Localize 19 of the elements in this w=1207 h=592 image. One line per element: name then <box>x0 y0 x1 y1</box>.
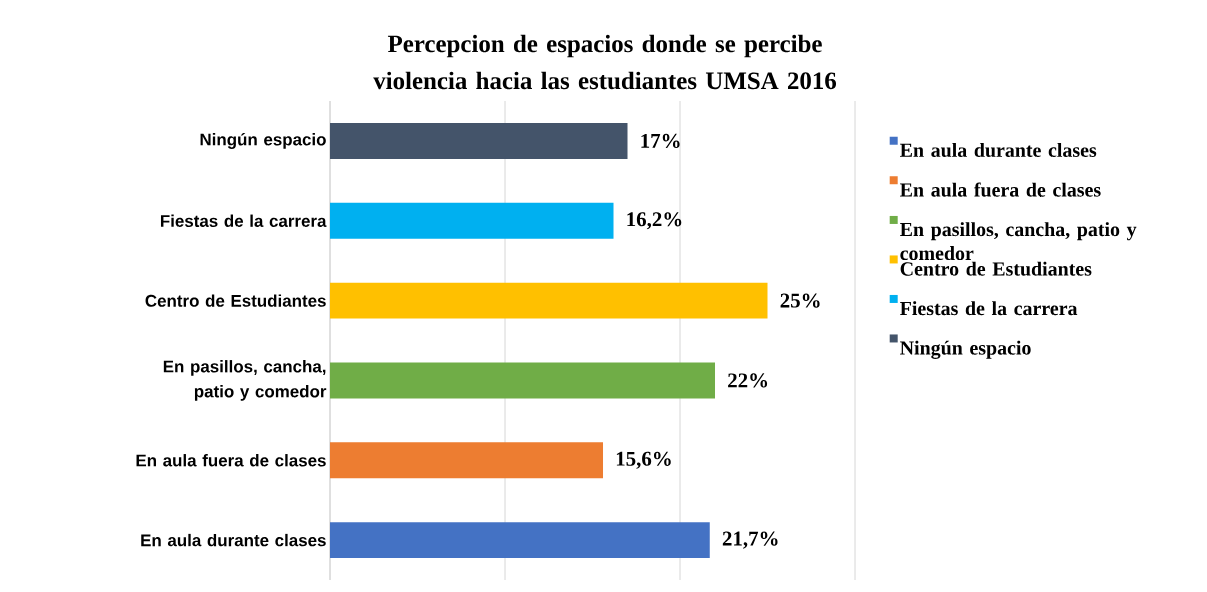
legend-label: En aula fuera de clases <box>900 182 1101 197</box>
data-label: 21,7% <box>722 531 778 549</box>
legend-label: Centro de Estudiantes <box>900 261 1092 276</box>
data-label: 25% <box>780 293 820 308</box>
legend-label: En aula durante clases <box>900 142 1097 158</box>
data-label: 22% <box>728 373 768 388</box>
y-tick-label: Fiestas de la carrera <box>160 214 327 227</box>
y-tick-label: Ningún espacio <box>200 132 326 149</box>
data-label: 15,6% <box>616 451 671 469</box>
legend-label: En pasillos, cancha, patio y comedor <box>900 222 1137 261</box>
legend-label: Fiestas de la carrera <box>900 301 1078 316</box>
data-label: 16,2% <box>627 212 682 230</box>
y-tick-label: Centro de Estudiantes <box>145 294 326 307</box>
y-tick-label: En aula durante clases <box>141 533 326 547</box>
y-tick-label: En aula fuera de clases <box>136 454 326 467</box>
chart-title: Percepcion de espacios donde se percibe violencia hacia las estudiantes UMSA 2016 <box>373 34 837 90</box>
legend-label: Ningún espacio <box>900 340 1031 359</box>
data-label: 17% <box>641 133 680 149</box>
y-tick-label: En pasillos, cancha, patio y comedor <box>163 360 327 401</box>
